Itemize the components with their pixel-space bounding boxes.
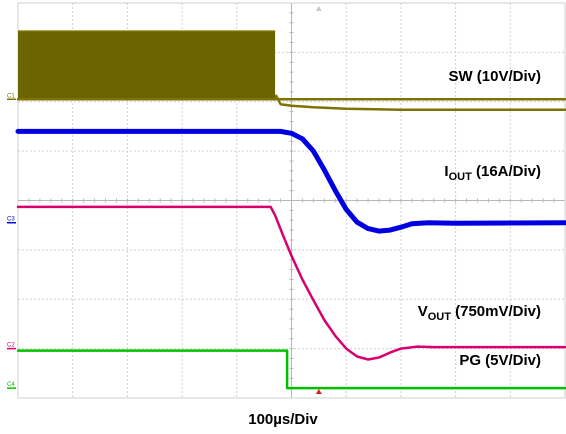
channel-marker-c3: C3 — [7, 217, 16, 224]
channel-markers: C1 C3 C2 C4 — [7, 93, 16, 389]
trace-label-tail: (16A/Div) — [472, 163, 541, 180]
trace-c4 — [16, 349, 566, 390]
timebase-label: 100µs/Div — [248, 411, 318, 428]
channel-marker-c4: C4 — [7, 382, 16, 389]
sw-switching-band — [18, 31, 276, 100]
trace-label-subscript: OUT — [428, 311, 452, 323]
channel-marker-text: C3 — [7, 217, 15, 223]
channel-marker-c2: C2 — [7, 343, 16, 350]
graticule-frame — [17, 2, 566, 399]
trace-c3 — [15, 128, 566, 234]
channel-marker-text: C2 — [7, 343, 15, 349]
trace-label-c4: PG (5V/Div) — [459, 352, 541, 369]
trace-fills — [18, 30, 276, 100]
trace-label-main: V — [418, 303, 428, 320]
trigger-marker-bottom — [315, 389, 322, 394]
trace-label-c1: SW (10V/Div) — [448, 68, 541, 85]
trace-label-c2: VOUT (750mV/Div) — [418, 303, 541, 323]
trace-labels: SW (10V/Div)IOUT (16A/Div)VOUT (750mV/Di… — [418, 68, 541, 369]
trace-label-c3: IOUT (16A/Div) — [444, 163, 541, 183]
trigger-marker-top — [315, 6, 322, 11]
trace-label-main: I — [444, 163, 448, 180]
traces — [15, 94, 566, 390]
channel-marker-c1: C1 — [7, 93, 16, 101]
trace-label-main: SW (10V/Div) — [448, 68, 541, 85]
trigger-markers — [315, 6, 322, 394]
trace-label-subscript: OUT — [449, 171, 473, 183]
trace-c1-decay — [273, 94, 566, 111]
trace-c2 — [16, 205, 566, 361]
channel-marker-text: C4 — [7, 382, 15, 388]
channel-marker-text: C1 — [7, 93, 15, 99]
trace-label-main: PG (5V/Div) — [459, 352, 541, 369]
trace-label-tail: (750mV/Div) — [451, 303, 541, 320]
